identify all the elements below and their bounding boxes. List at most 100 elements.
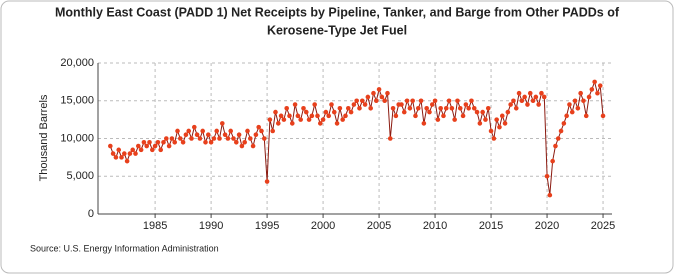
data-point xyxy=(331,109,337,115)
data-point xyxy=(183,132,189,138)
data-point xyxy=(161,139,166,145)
data-point xyxy=(326,113,331,119)
data-point xyxy=(547,192,553,198)
data-point xyxy=(295,113,301,119)
data-point xyxy=(130,147,136,153)
data-point xyxy=(497,124,502,130)
data-point xyxy=(337,106,343,111)
data-point xyxy=(494,117,499,122)
data-point xyxy=(351,102,357,107)
data-point xyxy=(435,117,441,122)
data-point xyxy=(371,90,376,96)
data-point xyxy=(320,117,326,122)
data-point xyxy=(133,151,138,156)
data-point xyxy=(239,143,245,149)
x-tick-label: 2005 xyxy=(367,220,391,232)
data-point xyxy=(469,98,474,104)
data-point xyxy=(127,151,133,156)
data-point xyxy=(334,121,340,126)
data-point xyxy=(292,102,298,107)
data-point xyxy=(141,139,147,145)
x-tick-label: 2015 xyxy=(479,220,503,232)
data-point xyxy=(471,106,477,111)
data-point xyxy=(589,87,595,92)
data-point xyxy=(329,102,334,107)
data-point xyxy=(387,136,393,141)
data-point xyxy=(214,128,220,134)
data-point xyxy=(250,143,256,149)
data-point xyxy=(477,121,483,126)
data-point xyxy=(284,106,289,111)
data-point xyxy=(572,98,578,104)
data-point xyxy=(158,147,164,153)
data-point xyxy=(217,136,222,141)
data-point xyxy=(508,102,513,107)
data-point xyxy=(108,143,113,149)
y-tick-label: 5,000 xyxy=(66,170,94,182)
data-point xyxy=(225,136,231,141)
data-point xyxy=(343,113,348,119)
data-point xyxy=(150,147,155,153)
data-point xyxy=(457,106,463,111)
data-point xyxy=(166,143,172,149)
data-point xyxy=(553,143,558,149)
data-point xyxy=(138,147,144,153)
data-point xyxy=(415,106,421,111)
x-tick-label: 2020 xyxy=(535,220,559,232)
data-point xyxy=(376,87,382,92)
data-point xyxy=(192,124,197,130)
data-point xyxy=(586,94,592,100)
data-point xyxy=(147,139,152,145)
data-point xyxy=(595,90,600,96)
data-point xyxy=(362,102,368,107)
data-point xyxy=(273,109,278,115)
data-point xyxy=(289,121,295,126)
data-point xyxy=(194,132,200,138)
data-point xyxy=(558,128,564,134)
data-point xyxy=(312,102,317,107)
data-point xyxy=(264,179,270,184)
data-point xyxy=(261,136,267,141)
y-tick-label: 10,000 xyxy=(60,132,94,144)
data-point xyxy=(164,136,169,141)
data-point xyxy=(275,121,281,126)
data-point xyxy=(124,158,130,164)
data-point xyxy=(404,98,410,104)
data-point xyxy=(206,132,211,138)
data-point xyxy=(222,132,228,138)
data-point xyxy=(413,113,418,119)
data-point xyxy=(443,106,449,111)
data-point xyxy=(220,121,225,126)
data-point xyxy=(575,106,581,111)
data-point xyxy=(256,124,261,130)
data-point xyxy=(233,139,239,145)
data-point xyxy=(452,117,457,122)
data-point xyxy=(178,136,183,141)
data-point xyxy=(449,106,455,111)
data-point xyxy=(144,143,150,149)
data-point xyxy=(578,90,583,96)
data-point xyxy=(242,139,247,145)
data-point xyxy=(169,136,175,141)
data-point xyxy=(306,117,312,122)
data-point xyxy=(270,128,275,134)
data-point xyxy=(359,98,365,104)
x-tick-label: 2025 xyxy=(591,220,615,232)
data-point xyxy=(180,139,186,145)
data-point xyxy=(597,83,603,88)
data-point xyxy=(303,109,309,115)
data-point xyxy=(421,121,427,126)
data-point xyxy=(488,128,494,134)
data-point xyxy=(539,90,544,96)
data-point xyxy=(466,106,471,111)
data-point xyxy=(583,113,589,119)
y-axis-label: Thousand Barrels xyxy=(38,94,50,181)
data-point xyxy=(348,109,354,115)
data-point xyxy=(298,117,303,122)
data-point xyxy=(522,94,527,100)
data-point xyxy=(373,98,379,104)
data-point xyxy=(530,98,536,104)
source: Source: U.S. Energy Information Administ… xyxy=(30,243,219,253)
data-point xyxy=(315,113,320,119)
